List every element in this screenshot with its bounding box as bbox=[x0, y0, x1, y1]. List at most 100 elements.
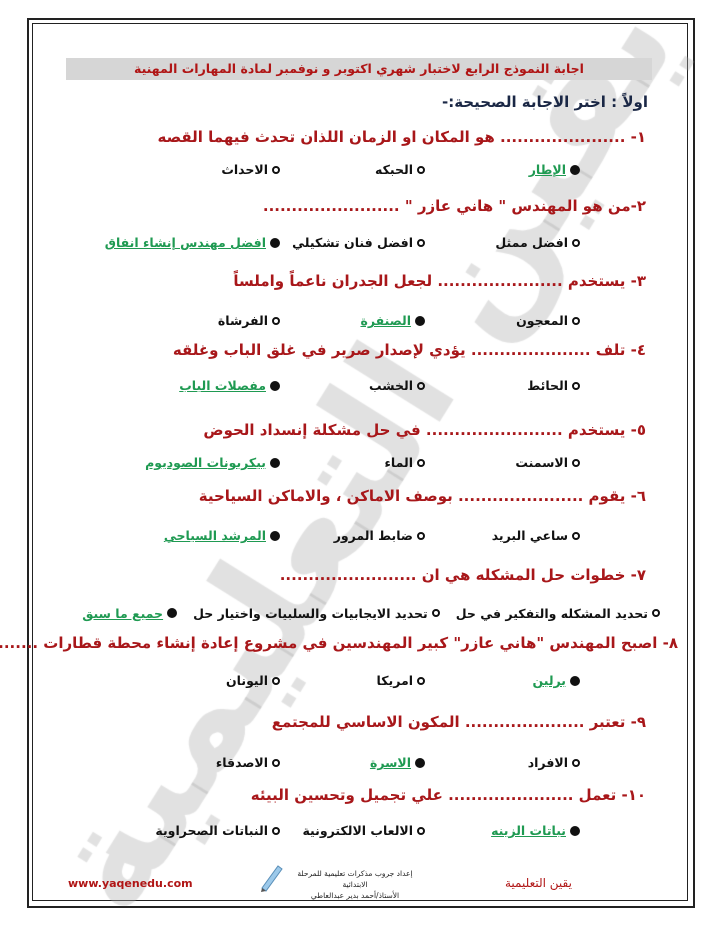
answer-option[interactable]: تحديد المشكله والتفكير في حل bbox=[456, 603, 660, 623]
question-text: ٨- اصبح المهندس "هاني عازر" كبير المهندس… bbox=[0, 634, 678, 652]
answer-option[interactable]: تحديد الايجابيات والسلبيات واختيار حل bbox=[193, 603, 440, 623]
answer-option[interactable]: افضل مهندس إنشاء انفاق bbox=[105, 235, 280, 250]
credit-line-1: إعداد جروب مذكرات تعليمية للمرحلة الابتد… bbox=[297, 869, 413, 889]
option-label: مفصلات الباب bbox=[179, 378, 266, 393]
answer-option[interactable]: المعجون bbox=[516, 313, 580, 328]
radio-empty-icon[interactable] bbox=[417, 458, 425, 467]
answer-option[interactable]: الحبكه bbox=[375, 162, 425, 177]
radio-filled-icon[interactable] bbox=[415, 757, 425, 768]
option-label: الافراد bbox=[527, 755, 568, 770]
option-label: الاصدقاء bbox=[215, 755, 268, 770]
radio-empty-icon[interactable] bbox=[417, 381, 425, 390]
pencil-logo-icon bbox=[261, 865, 283, 892]
radio-empty-icon[interactable] bbox=[572, 238, 580, 247]
answer-option[interactable]: نباتات الزينه bbox=[491, 823, 580, 838]
radio-empty-icon[interactable] bbox=[417, 676, 425, 685]
radio-filled-icon[interactable] bbox=[270, 457, 280, 468]
question-text: ٤- تلف ..................... يؤدي لإصدار… bbox=[172, 341, 646, 359]
answer-option[interactable]: المرشد السياحي bbox=[164, 528, 280, 543]
exam-title: اجابة النموذج الرابع لاختبار شهري اكتوبر… bbox=[66, 58, 652, 80]
answer-option[interactable]: الصنفرة bbox=[360, 313, 425, 328]
option-label: الفرشاة bbox=[217, 313, 268, 328]
radio-empty-icon[interactable] bbox=[272, 758, 280, 767]
option-label: الالعاب الالكترونية bbox=[302, 823, 413, 838]
radio-empty-icon[interactable] bbox=[417, 531, 425, 540]
answer-option[interactable]: برلين bbox=[532, 673, 580, 688]
answer-option[interactable]: الاسمنت bbox=[515, 455, 580, 470]
radio-filled-icon[interactable] bbox=[570, 675, 580, 686]
answer-option[interactable]: الماء bbox=[385, 455, 425, 470]
radio-empty-icon[interactable] bbox=[272, 316, 280, 325]
option-label: الاسرة bbox=[369, 755, 411, 770]
radio-empty-icon[interactable] bbox=[572, 316, 580, 325]
question-text: ١٠- تعمل ...................... علي تجمي… bbox=[250, 786, 646, 804]
options-row: الافراد الاسرة الاصدقاء bbox=[80, 755, 580, 775]
answer-option[interactable]: الاصدقاء bbox=[216, 755, 280, 770]
credit-line-2: الأستاذ/أحمد بدير عبدالعاطي bbox=[310, 891, 400, 900]
option-label: افضل فنان تشكيلي bbox=[292, 235, 413, 250]
radio-filled-icon[interactable] bbox=[570, 825, 580, 836]
radio-empty-icon[interactable] bbox=[572, 758, 580, 767]
answer-option[interactable]: جميع ما سبق bbox=[82, 603, 178, 623]
option-label: امريكا bbox=[376, 673, 413, 688]
radio-empty-icon[interactable] bbox=[272, 165, 280, 174]
options-row: الإطار الحبكه الاحداث bbox=[80, 162, 580, 182]
radio-empty-icon[interactable] bbox=[417, 238, 425, 247]
option-label: تحديد المشكله والتفكير في حل bbox=[455, 605, 648, 621]
option-label: بيكربونات الصوديوم bbox=[145, 455, 266, 470]
answer-option[interactable]: الافراد bbox=[528, 755, 580, 770]
answer-option[interactable]: بيكربونات الصوديوم bbox=[145, 455, 280, 470]
answer-option[interactable]: الاسرة bbox=[370, 755, 425, 770]
option-label: ساعي البريد bbox=[491, 528, 568, 543]
radio-empty-icon[interactable] bbox=[572, 458, 580, 467]
answer-option[interactable]: افضل فنان تشكيلي bbox=[292, 235, 425, 250]
footer-website-link[interactable]: www.yaqenedu.com bbox=[68, 877, 193, 890]
question-text: ٥- يستخدم ........................ في حل… bbox=[203, 421, 646, 439]
options-row: تحديد المشكله والتفكير في حل تحديد الايجا… bbox=[40, 603, 660, 623]
options-row: نباتات الزينه الالعاب الالكترونية النباتات… bbox=[80, 823, 580, 843]
answer-option[interactable]: ضابط المرور bbox=[334, 528, 425, 543]
option-label: تحديد الايجابيات والسلبيات واختيار حل bbox=[193, 605, 428, 621]
option-label: الاحداث bbox=[221, 162, 268, 177]
radio-empty-icon[interactable] bbox=[572, 531, 580, 540]
answer-option[interactable]: الاحداث bbox=[221, 162, 280, 177]
option-label: اليونان bbox=[226, 673, 268, 688]
radio-filled-icon[interactable] bbox=[570, 164, 580, 175]
options-row: الحائط الخشب مفصلات الباب bbox=[80, 378, 580, 398]
radio-filled-icon[interactable] bbox=[270, 380, 280, 391]
radio-filled-icon[interactable] bbox=[415, 315, 425, 326]
radio-empty-icon[interactable] bbox=[431, 609, 440, 617]
option-label: الخشب bbox=[369, 378, 413, 393]
option-label: المعجون bbox=[516, 313, 568, 328]
question-text: ٦- يقوم ...................... بوصف الام… bbox=[198, 487, 646, 505]
radio-empty-icon[interactable] bbox=[572, 381, 580, 390]
answer-option[interactable]: الالعاب الالكترونية bbox=[302, 823, 425, 838]
answer-option[interactable]: النباتات الصحراوية bbox=[155, 823, 280, 838]
answer-option[interactable]: ساعي البريد bbox=[492, 528, 580, 543]
radio-filled-icon[interactable] bbox=[270, 237, 280, 248]
radio-empty-icon[interactable] bbox=[652, 609, 660, 617]
answer-option[interactable]: امريكا bbox=[377, 673, 425, 688]
radio-empty-icon[interactable] bbox=[272, 826, 280, 835]
question-text: ٢-من هو المهندس " هاني عازر " ..........… bbox=[262, 197, 646, 215]
option-label: الإطار bbox=[528, 162, 566, 177]
radio-empty-icon[interactable] bbox=[272, 676, 280, 685]
answer-option[interactable]: مفصلات الباب bbox=[179, 378, 280, 393]
answer-option[interactable]: الخشب bbox=[369, 378, 425, 393]
answer-option[interactable]: الفرشاة bbox=[218, 313, 280, 328]
section-heading: اولاً : اختر الاجابة الصحيحة:- bbox=[441, 93, 648, 111]
radio-empty-icon[interactable] bbox=[417, 165, 425, 174]
answer-option[interactable]: اليونان bbox=[226, 673, 280, 688]
option-label: افضل مهندس إنشاء انفاق bbox=[104, 235, 266, 250]
option-label: الحائط bbox=[527, 378, 568, 393]
question-text: ٧- خطوات حل المشكله هي ان ..............… bbox=[279, 566, 646, 584]
answer-option[interactable]: الحائط bbox=[527, 378, 580, 393]
radio-filled-icon[interactable] bbox=[270, 530, 280, 541]
radio-filled-icon[interactable] bbox=[167, 608, 178, 618]
question-text: ١- ...................... هو المكان او ا… bbox=[157, 128, 647, 146]
answer-option[interactable]: افضل ممثل bbox=[495, 235, 580, 250]
option-label: الحبكه bbox=[375, 162, 413, 177]
option-label: جميع ما سبق bbox=[82, 605, 164, 621]
answer-option[interactable]: الإطار bbox=[529, 162, 580, 177]
radio-empty-icon[interactable] bbox=[417, 826, 425, 835]
